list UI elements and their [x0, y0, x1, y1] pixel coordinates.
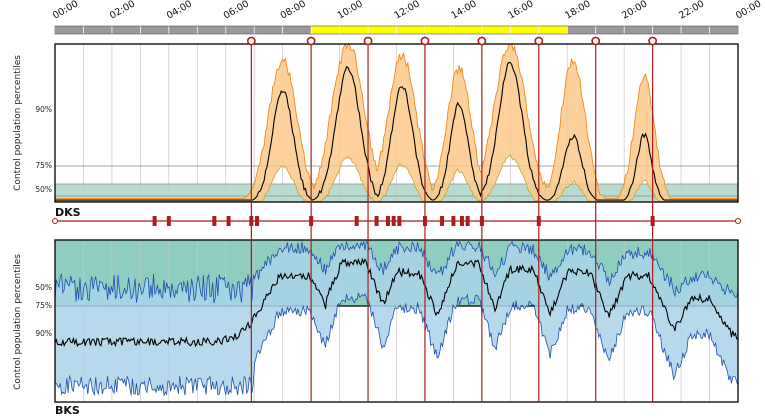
x-tick-label: 22:00 [677, 0, 706, 22]
x-tick-label: 00:00 [51, 0, 80, 22]
x-tick-label: 08:00 [279, 0, 308, 22]
event-marker [246, 36, 256, 46]
highlight-band [311, 26, 568, 34]
event-track-end [735, 218, 741, 224]
bks-upper-line [54, 240, 739, 304]
event-mark [391, 216, 396, 226]
percentile-label: 90% [35, 105, 52, 114]
event-mark [166, 216, 171, 226]
percentile-label: 75% [35, 161, 52, 170]
event-mark [212, 216, 217, 226]
x-tick-label: 12:00 [393, 0, 422, 22]
event-mark [451, 216, 456, 226]
x-tick-label: 02:00 [108, 0, 137, 22]
y-axis-label: Control population percentiles [13, 55, 23, 191]
dks-percentile-band [55, 44, 738, 202]
bks-lower-line [54, 292, 739, 397]
event-mark [459, 216, 464, 226]
y-axis-label: Control population percentiles [13, 254, 23, 390]
timeline-frame [54, 25, 739, 35]
event-mark [385, 216, 390, 226]
panel-label: BKS [55, 404, 80, 417]
event-mark [226, 216, 231, 226]
panel-dks: 90% 75% 50% Control population percentiles D… [13, 42, 739, 219]
event-lines [246, 36, 658, 402]
x-tick-label: 20:00 [620, 0, 649, 22]
event-marker [534, 36, 544, 46]
event-marker [420, 36, 430, 46]
x-tick-label: 18:00 [563, 0, 592, 22]
event-marker [477, 36, 487, 46]
event-mark [152, 216, 157, 226]
percentile-label: 50% [35, 185, 52, 194]
event-mark [354, 216, 359, 226]
event-mark [440, 216, 445, 226]
x-tick-label: 00:00 [734, 0, 763, 22]
percentile-label: 50% [35, 283, 52, 292]
percentile-label: 90% [35, 329, 52, 338]
x-tick-label: 16:00 [506, 0, 535, 22]
event-track [52, 216, 741, 226]
event-mark [374, 216, 379, 226]
dks-upper-line [55, 42, 738, 199]
panel-bks: 50% 75% 90% Control population percentiles B… [13, 239, 739, 417]
x-tick-labels: 00:00 02:00 04:00 06:00 08:00 10:00 12:00 14:00… [51, 0, 763, 22]
x-tick-label: 10:00 [336, 0, 365, 22]
event-track-start [52, 218, 58, 224]
event-mark [255, 216, 260, 226]
plot-frame [54, 239, 739, 403]
event-marker [306, 36, 316, 46]
dks-median-line [55, 61, 738, 201]
panel-label: DKS [55, 206, 81, 219]
event-mark [465, 216, 470, 226]
event-marker [648, 36, 658, 46]
x-tick-label: 06:00 [222, 0, 251, 22]
x-tick-label: 04:00 [165, 0, 194, 22]
event-marker [363, 36, 373, 46]
percentile-label: 75% [35, 301, 52, 310]
plot-frame [54, 43, 739, 203]
timeline-bar [54, 25, 739, 35]
bks-percentile-band [55, 241, 738, 396]
event-mark [397, 216, 402, 226]
bks-median-line [54, 257, 739, 348]
x-tick-label: 14:00 [449, 0, 478, 22]
event-marker [591, 36, 601, 46]
